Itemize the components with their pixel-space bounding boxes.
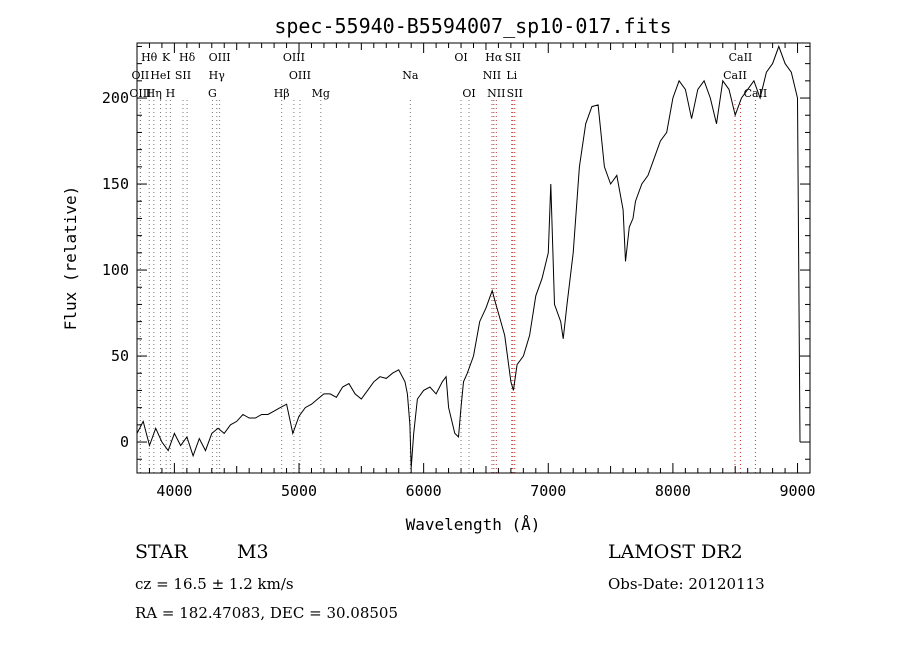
y-tick-label: 150 [102,175,129,193]
coordinates: RA = 182.47083, DEC = 30.08505 [135,604,399,622]
axes: 4000 5000 6000 7000 8000 9000 0 50 100 150 200 [102,42,816,500]
line-marker-label: G [208,87,217,100]
line-marker-label: CaII [744,87,768,100]
line-marker-label: SII [507,87,523,100]
obs-date: Obs-Date: 20120113 [608,575,765,593]
line-marker-label: Hθ [141,51,158,64]
x-tick-label: 7000 [530,482,566,500]
line-marker-label: OIII [209,51,231,64]
chart-title: spec-55940-B5594007_sp10-017.fits [274,14,671,38]
line-marker-label: HeI [150,69,170,82]
object-subclass: M3 [237,541,269,563]
line-marker-label: SII [175,69,191,82]
line-marker-label: Hη [146,87,162,100]
y-tick-label: 50 [111,347,129,365]
line-marker-label: OI [462,87,475,100]
line-marker-label: OII [132,69,150,82]
line-marker-label: Hδ [179,51,196,64]
x-tick-label: 5000 [281,482,317,500]
line-marker-label: NII [487,87,505,100]
y-tick-label: 0 [120,433,129,451]
line-marker-label: OI [454,51,467,64]
x-tick-label: 9000 [779,482,815,500]
line-marker-label: CaII [723,69,747,82]
line-marker-label: Hα [485,51,503,64]
plot-frame [136,42,811,474]
spectrum-line [136,44,801,468]
line-marker-label: Hβ [274,87,290,100]
line-markers: Hθ OII OIII K HeI Hη H SII Hδ OIII Hγ G OIII OIII Hβ Mg… [129,51,767,473]
object-type: STAR [135,541,188,563]
x-tick-label: 4000 [156,482,192,500]
y-tick-label: 100 [102,261,129,279]
line-marker-label: Li [506,69,517,82]
x-tick-label: 6000 [406,482,442,500]
line-marker-label: H [166,87,176,100]
x-tick-label: 8000 [655,482,691,500]
y-tick-label: 200 [102,89,129,107]
line-marker-label: SII [505,51,521,64]
line-marker-label: Hγ [209,69,226,82]
line-marker-label: CaII [729,51,753,64]
line-marker-label: Na [402,69,419,82]
redshift-info: cz = 16.5 ± 1.2 km/s [135,575,294,593]
line-marker-label: Mg [312,87,330,100]
line-marker-label: K [162,51,171,64]
line-marker-label: OIII [129,87,151,100]
line-marker-label: OIII [283,51,305,64]
x-axis-label: Wavelength (Å) [406,515,541,534]
line-marker-label: NII [483,69,501,82]
survey-name: LAMOST DR2 [608,541,743,563]
y-axis-label: Flux (relative) [61,186,80,331]
line-marker-label: OIII [289,69,311,82]
